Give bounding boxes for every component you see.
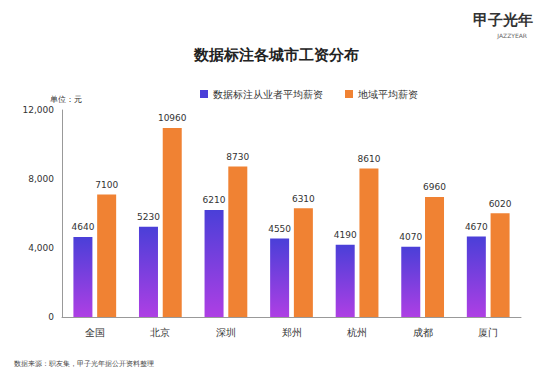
svg-text:成都: 成都 [413,327,433,338]
svg-text:6310: 6310 [292,194,315,204]
svg-text:深圳: 深圳 [216,327,236,338]
svg-text:10960: 10960 [158,113,187,123]
svg-text:6210: 6210 [203,195,226,205]
svg-text:5230: 5230 [137,212,160,222]
svg-text:6020: 6020 [489,199,512,209]
svg-text:北京: 北京 [150,327,170,338]
svg-text:0: 0 [48,312,54,322]
svg-text:数据标注各城市工资分布: 数据标注各城市工资分布 [193,46,359,64]
svg-text:地域平均薪资: 地域平均薪资 [357,89,418,100]
svg-text:8730: 8730 [226,152,249,162]
svg-text:4190: 4190 [334,230,357,240]
svg-text:4640: 4640 [71,222,94,232]
svg-text:厦门: 厦门 [478,327,498,338]
svg-text:8,000: 8,000 [28,174,54,184]
svg-text:甲子光年: 甲子光年 [473,11,533,29]
svg-text:杭州: 杭州 [346,327,367,338]
svg-text:8610: 8610 [357,154,380,164]
svg-text:4070: 4070 [399,232,422,242]
svg-text:JAZZYEAR: JAZZYEAR [496,32,527,40]
svg-text:4550: 4550 [268,224,291,234]
svg-text:数据标注从业者平均薪资: 数据标注从业者平均薪资 [213,89,323,100]
svg-text:数据来源：职友集，甲子光年据公开资料整理: 数据来源：职友集，甲子光年据公开资料整理 [14,360,154,368]
svg-text:4,000: 4,000 [28,243,54,253]
svg-text:郑州: 郑州 [282,327,302,338]
svg-text:6960: 6960 [423,182,446,192]
svg-text:4670: 4670 [465,222,488,232]
svg-text:12,000: 12,000 [23,105,55,115]
svg-text:全国: 全国 [85,327,105,338]
svg-text:单位：元: 单位：元 [50,95,82,104]
svg-text:7100: 7100 [95,180,118,190]
